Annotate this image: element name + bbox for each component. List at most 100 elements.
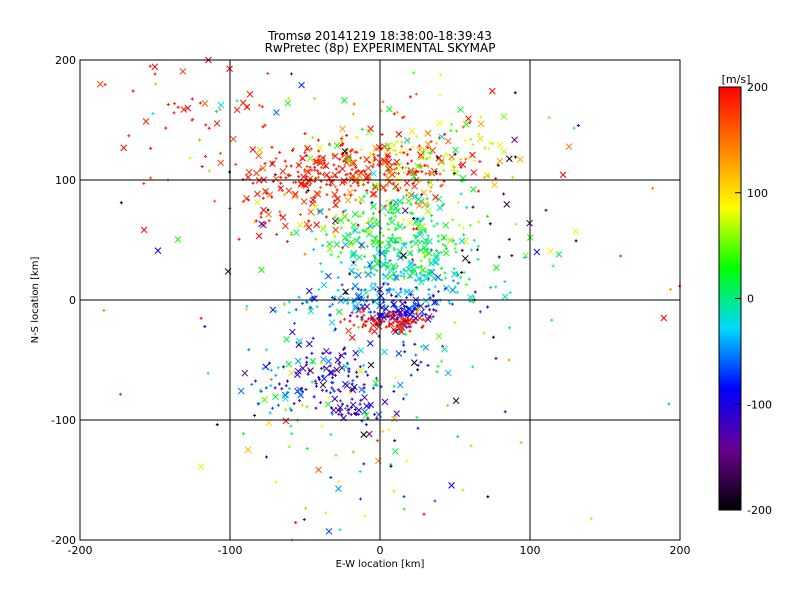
- scatter-point: [285, 360, 293, 368]
- scatter-point: [338, 157, 342, 161]
- scatter-point: [333, 215, 337, 219]
- scatter-point: [426, 150, 430, 154]
- scatter-point: [365, 164, 372, 172]
- scatter-point: [444, 276, 448, 280]
- scatter-point: [398, 186, 402, 190]
- scatter-point: [256, 146, 264, 154]
- scatter-point: [415, 170, 419, 174]
- scatter-point: [317, 171, 321, 175]
- scatter-point: [380, 204, 388, 211]
- scatter-point: [390, 270, 398, 277]
- scatter-point: [149, 176, 153, 180]
- scatter-point: [286, 379, 290, 383]
- scatter-point: [321, 351, 325, 355]
- scatter-point: [198, 138, 202, 142]
- scatter-point: [348, 334, 356, 341]
- scatter-point: [263, 161, 267, 165]
- scatter-point: [369, 321, 377, 329]
- scatter-point: [315, 305, 319, 309]
- scatter-point: [350, 382, 354, 386]
- scatter-point: [392, 246, 396, 250]
- scatter-point: [462, 233, 466, 237]
- scatter-point: [397, 313, 401, 317]
- scatter-point: [261, 125, 265, 129]
- scatter-point: [374, 383, 378, 387]
- scatter-point: [308, 369, 312, 373]
- scatter-point: [360, 315, 364, 319]
- scatter-point: [403, 137, 411, 144]
- scatter-point: [384, 252, 388, 256]
- scatter-point: [364, 423, 368, 427]
- scatter-point: [246, 198, 250, 202]
- scatter-point: [270, 195, 274, 199]
- scatter-point: [428, 296, 432, 300]
- scatter-point: [404, 166, 408, 170]
- y-tick-label: 100: [55, 174, 76, 187]
- scatter-point: [247, 348, 251, 352]
- scatter-point: [414, 197, 418, 201]
- scatter-point: [331, 171, 339, 179]
- scatter-point: [320, 281, 328, 289]
- scatter-point: [362, 386, 366, 390]
- scatter-point: [388, 243, 392, 247]
- scatter-point: [488, 87, 496, 95]
- scatter-point: [166, 103, 170, 107]
- scatter-point: [372, 152, 376, 156]
- scatter-point: [414, 162, 422, 170]
- scatter-point: [507, 326, 511, 330]
- scatter-point: [337, 217, 345, 224]
- scatter-point: [386, 314, 390, 318]
- scatter-point: [352, 323, 356, 327]
- scatter-point: [437, 239, 441, 243]
- scatter-point: [366, 373, 370, 377]
- scatter-point: [349, 388, 353, 392]
- x-tick-label: -200: [68, 544, 93, 557]
- scatter-point: [414, 92, 418, 96]
- scatter-point: [389, 293, 393, 297]
- scatter-point: [392, 248, 396, 252]
- scatter-point: [422, 512, 426, 516]
- scatter-point: [191, 117, 195, 121]
- scatter-point: [381, 234, 385, 238]
- scatter-point: [203, 154, 207, 158]
- scatter-point: [309, 357, 317, 365]
- scatter-point: [359, 214, 363, 218]
- scatter-point: [420, 193, 424, 197]
- scatter-point: [258, 220, 265, 228]
- scatter-point: [452, 171, 456, 175]
- scatter-point: [402, 343, 406, 347]
- scatter-point: [415, 217, 419, 221]
- scatter-point: [400, 140, 404, 144]
- scatter-point: [340, 135, 344, 139]
- scatter-point: [341, 380, 349, 388]
- scatter-point: [385, 105, 393, 113]
- scatter-point: [343, 406, 347, 410]
- scatter-point: [388, 287, 392, 291]
- scatter-point: [355, 238, 359, 242]
- scatter-point: [360, 431, 368, 438]
- scatter-point: [667, 402, 671, 406]
- scatter-point: [478, 310, 482, 314]
- scatter-point: [253, 169, 260, 177]
- scatter-point: [310, 380, 314, 384]
- scatter-point: [297, 391, 305, 399]
- scatter-point: [412, 234, 416, 237]
- scatter-point: [340, 246, 344, 250]
- scatter-point: [370, 238, 377, 246]
- scatter-point: [464, 283, 468, 287]
- y-axis-label: N-S location [km]: [30, 257, 41, 344]
- scatter-point: [491, 335, 495, 339]
- scatter-point: [467, 293, 474, 301]
- scatter-point: [336, 276, 340, 280]
- scatter-point: [198, 101, 202, 105]
- scatter-point: [319, 366, 323, 370]
- scatter-point: [371, 235, 379, 242]
- scatter-point: [427, 171, 431, 175]
- scatter-point: [385, 153, 389, 157]
- scatter-point: [383, 245, 391, 253]
- scatter-point: [342, 180, 346, 184]
- scatter-point: [330, 412, 334, 416]
- scatter-point: [510, 254, 514, 258]
- scatter-point: [395, 317, 399, 321]
